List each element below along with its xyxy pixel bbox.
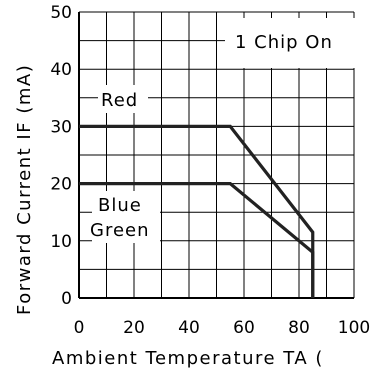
y-tick-label: 20 [50,175,72,195]
y-tick-label: 40 [50,60,72,80]
x-tick-label: 100 [338,318,370,338]
y-tick-label: 30 [50,117,72,137]
annotation-blue-green-bg [92,191,160,243]
series-lines [79,124,315,298]
x-tick-label: 20 [123,318,145,338]
x-tick-label: 40 [178,318,200,338]
annotation-green: Green [90,220,150,241]
annotation-red-bg [98,85,148,113]
x-axis-title: Ambient Temperature TA ( [52,348,324,369]
y-tick-label: 0 [61,289,72,309]
annotation-box [225,18,371,68]
y-axis-title: Forward Current IF (mA) [14,64,35,315]
x-tick-label: 60 [233,318,255,338]
y-tick-labels: 0 10 20 30 40 50 [50,3,72,309]
annotation-blue: Blue [98,195,142,216]
y-tick-label: 10 [50,232,72,252]
y-tick-label: 50 [50,3,72,23]
annotation-chip-on: 1 Chip On [235,32,333,53]
x-tick-label: 0 [74,318,85,338]
series-line-blue-green [79,182,315,298]
x-tick-label: 80 [288,318,310,338]
annotation-red: Red [101,90,138,111]
x-tick-labels: 0 20 40 60 80 100 [74,318,371,338]
